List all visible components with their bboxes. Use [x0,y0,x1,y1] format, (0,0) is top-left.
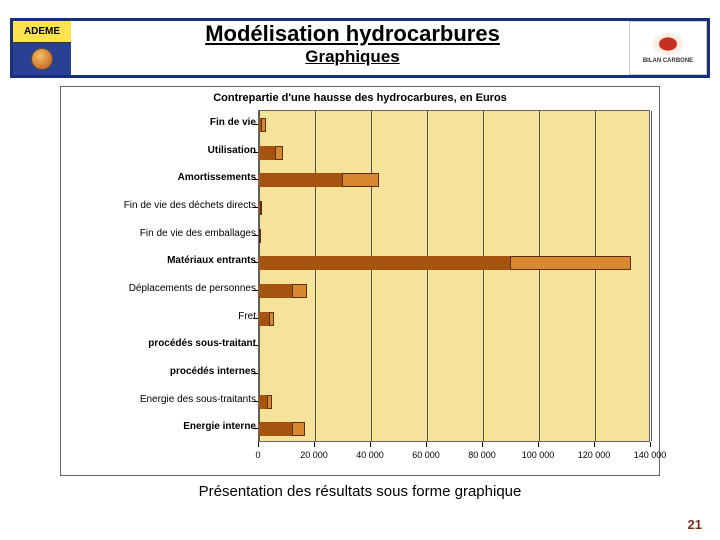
x-tick-label: 20 000 [300,450,328,460]
x-tick [538,442,539,447]
globe-icon [31,48,53,70]
bar [259,395,272,409]
category-tick [253,318,258,319]
bar [259,284,307,298]
category-label: Déplacements de personnes [66,283,256,294]
category-label: Utilisation [66,145,256,156]
x-tick [594,442,595,447]
plot-area [258,110,650,442]
bar [259,229,261,243]
bar [259,312,274,326]
category-label: Fin de vie [66,117,256,128]
x-tick-label: 60 000 [412,450,440,460]
title-block: Modélisation hydrocarbures Graphiques [85,21,620,67]
x-tick [426,442,427,447]
ademe-logo-text: ADEME [13,21,71,43]
gridline [651,111,652,441]
x-tick [650,442,651,447]
category-tick [253,373,258,374]
gridline [315,111,316,441]
category-label: Fret [66,311,256,322]
x-tick [482,442,483,447]
category-tick [253,401,258,402]
bar [259,422,305,436]
gridline [427,111,428,441]
category-tick [253,124,258,125]
category-label: procédés internes [66,366,256,377]
gridline [595,111,596,441]
x-tick-label: 0 [255,450,260,460]
bar [259,173,379,187]
category-label: Fin de vie des déchets directs [66,200,256,211]
category-tick [253,179,258,180]
slide-title: Modélisation hydrocarbures [85,21,620,47]
ademe-logo: ADEME [13,21,71,75]
x-tick-label: 80 000 [468,450,496,460]
gridline [539,111,540,441]
bar [259,146,283,160]
category-tick [253,207,258,208]
x-tick-label: 120 000 [578,450,611,460]
bar [259,201,262,215]
category-tick [253,290,258,291]
bilan-logo-text: BILAN CARBONE [643,58,693,64]
x-tick [370,442,371,447]
gridline [483,111,484,441]
slide-subtitle: Graphiques [85,47,620,67]
x-tick [258,442,259,447]
category-tick [253,235,258,236]
category-tick [253,428,258,429]
page-number: 21 [688,517,702,532]
slide-caption: Présentation des résultats sous forme gr… [0,483,720,500]
x-tick-label: 140 000 [634,450,667,460]
bar-chart: Contrepartie d'une hausse des hydrocarbu… [60,86,660,476]
category-label: Amortissements [66,172,256,183]
category-label: procédés sous-traitant [66,338,256,349]
bar [259,256,631,270]
category-label: Matériaux entrants [66,255,256,266]
category-label: Energie des sous-traitants [66,394,256,405]
bar [259,118,266,132]
x-tick-label: 40 000 [356,450,384,460]
bilan-carbone-logo: BILAN CARBONE [629,21,707,75]
category-label: Fin de vie des emballages [66,228,256,239]
ring-icon [653,33,683,55]
x-tick-label: 100 000 [522,450,555,460]
gridline [371,111,372,441]
category-tick [253,345,258,346]
x-tick [314,442,315,447]
gridline [259,111,260,441]
category-tick [253,262,258,263]
category-label: Energie interne [66,421,256,432]
chart-title: Contrepartie d'une hausse des hydrocarbu… [60,92,660,104]
category-tick [253,152,258,153]
